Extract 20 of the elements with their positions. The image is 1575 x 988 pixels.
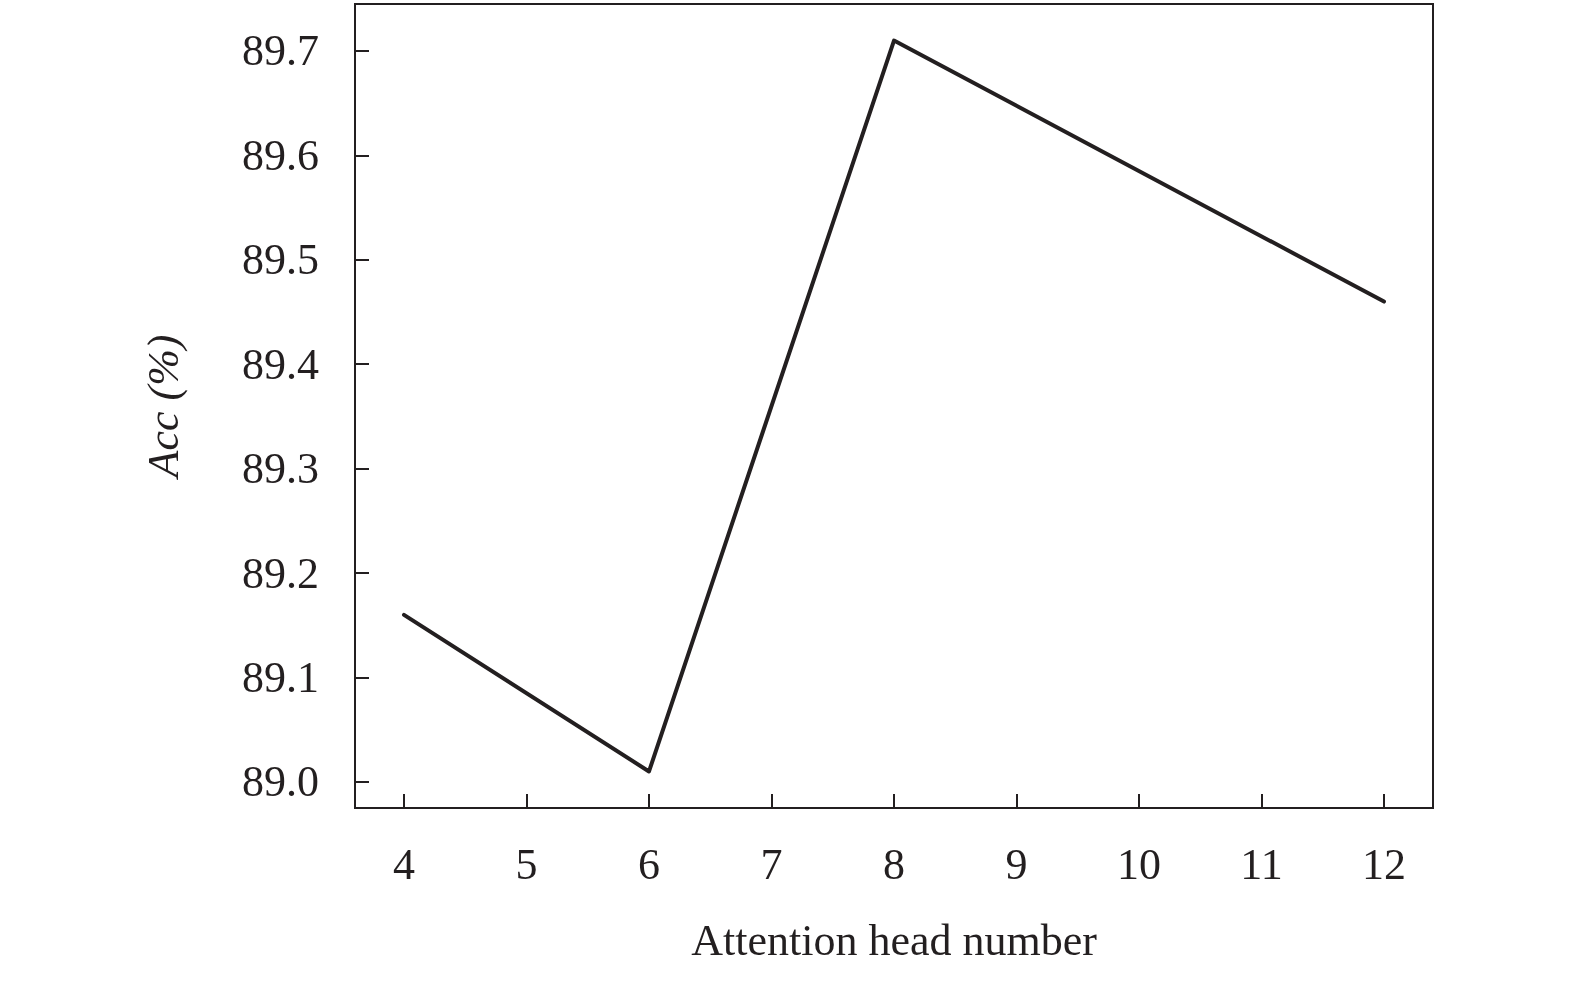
x-tick-label: 6 bbox=[638, 839, 660, 889]
x-axis-title: Attention head number bbox=[691, 915, 1098, 965]
x-tick-label: 5 bbox=[515, 839, 538, 889]
y-tick-label: 89.6 bbox=[242, 130, 319, 180]
y-tick-label: 89.0 bbox=[242, 757, 319, 807]
x-tick-label: 7 bbox=[760, 839, 783, 889]
x-tick-label: 9 bbox=[1005, 839, 1028, 889]
y-tick-label: 89.7 bbox=[242, 26, 319, 76]
x-tick-label: 8 bbox=[883, 839, 905, 889]
x-tick-label: 4 bbox=[393, 839, 415, 889]
y-tick-label: 89.5 bbox=[242, 235, 319, 285]
x-tick-label: 10 bbox=[1117, 839, 1161, 889]
y-tick-label: 89.2 bbox=[242, 548, 319, 598]
y-tick-label: 89.3 bbox=[242, 444, 319, 494]
y-tick-label: 89.4 bbox=[242, 339, 319, 389]
y-axis-title: Acc (%) bbox=[138, 334, 188, 481]
y-tick-label: 89.1 bbox=[242, 652, 319, 702]
line-series bbox=[402, 38, 1386, 774]
x-tick-label: 12 bbox=[1362, 839, 1406, 889]
x-tick-label: 11 bbox=[1240, 839, 1283, 889]
